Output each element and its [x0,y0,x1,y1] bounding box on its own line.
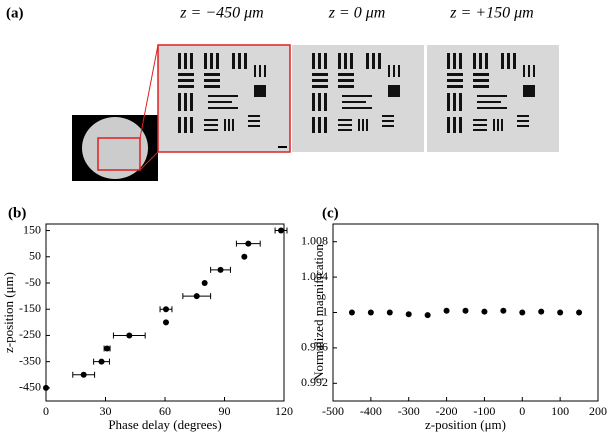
y-tick-label: 1 [322,304,328,318]
point [278,227,285,234]
image [292,45,424,152]
point [519,309,526,316]
x-tick-label: 0 [519,404,525,418]
x-tick-label: -400 [360,404,382,418]
panel-label: (a) [6,5,24,21]
y-tick-label: 1.004 [301,269,328,283]
y-tick-label: 150 [23,222,41,236]
zoom-line [139,151,159,171]
x-tick-label: 200 [589,404,607,418]
y-tick-label: -450 [19,380,41,394]
scale-bar [278,146,287,148]
point [576,309,583,316]
x-tick-label: 100 [551,404,569,418]
point [557,309,564,316]
image-title: z = 0 μm [328,5,386,22]
point [481,308,488,315]
y-tick-label: 0.992 [301,375,328,389]
point [538,308,545,315]
point [348,309,355,316]
y-tick-label: 1.008 [301,233,328,247]
y-tick-label: -50 [25,275,41,289]
x-tick-label: -200 [436,404,458,418]
panel-label: (b) [8,205,26,221]
x-tick-label: -500 [322,404,344,418]
point [201,280,208,286]
x-axis-label: Phase delay (degrees) [108,417,221,432]
x-tick-label: -100 [473,404,495,418]
x-tick-label: 30 [100,404,112,418]
point [162,306,169,313]
point [386,309,393,316]
image-title: z = −450 μm [179,5,263,22]
y-tick-label: -250 [19,327,41,341]
point [245,240,252,247]
point [367,309,374,316]
x-tick-label: -300 [398,404,420,418]
y-tick-label: 0.996 [301,340,328,354]
image [158,45,290,152]
image-frame [157,44,291,153]
panel-label: (c) [322,205,339,221]
point [80,371,87,378]
y-tick-label: 50 [29,249,41,263]
zoom-line [139,44,159,139]
point [424,312,431,319]
image [427,45,559,152]
y-axis-label: z-position (μm) [1,272,16,353]
point [162,319,169,326]
point [462,307,469,314]
y-tick-label: -150 [19,301,41,315]
point [241,253,248,260]
x-tick-label: 60 [159,404,171,418]
point [104,345,111,352]
zoom-box [97,137,141,171]
point [43,384,49,391]
point [217,266,224,273]
x-axis-label: z-position (μm) [425,417,506,432]
x-tick-label: 120 [275,404,293,418]
x-tick-label: 0 [43,404,49,418]
point [98,358,105,365]
x-tick-label: 90 [219,404,231,418]
point [405,311,412,318]
point [443,307,450,314]
point [126,332,133,339]
point [500,307,507,314]
image-title: z = +150 μm [449,5,533,22]
y-axis-label: Normalized magnification [311,244,326,381]
point [193,293,200,300]
y-tick-label: -350 [19,353,41,367]
